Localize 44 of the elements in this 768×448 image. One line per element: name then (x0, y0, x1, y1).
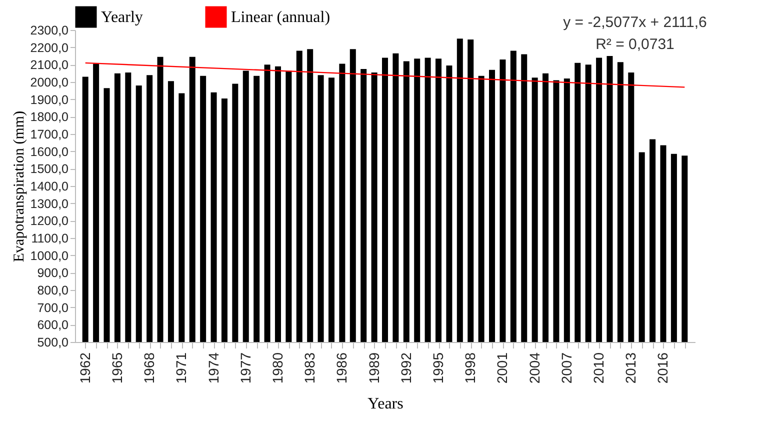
y-axis-title: Evapotranspiration (mm) (11, 110, 28, 262)
y-tick-label: 1800,0 (30, 110, 69, 124)
y-tick-label: 500,0 (37, 336, 69, 350)
annotation: y = -2,5077x + 2111,6 (563, 14, 707, 31)
y-tick-label: 2000,0 (30, 76, 69, 90)
x-tick-label: 2016 (654, 352, 671, 384)
x-tick-label: 2013 (622, 352, 639, 384)
x-tick-label: 1998 (462, 352, 478, 384)
x-tick-label: 1986 (334, 352, 350, 384)
annotation: R² = 0,0731 (596, 36, 674, 53)
y-tick-label: 1100,0 (31, 232, 69, 246)
y-tick-label: 1000,0 (30, 248, 69, 263)
y-tick-label: 1400,0 (30, 180, 69, 194)
y-tick-label: 1600,0 (30, 144, 69, 159)
y-tick-label: 2300,0 (30, 24, 69, 38)
legend-label: Yearly (101, 9, 143, 26)
y-tick-label: 1700,0 (30, 128, 69, 142)
legend-label: Linear (annual) (231, 9, 330, 26)
y-tick-label: 600,0 (37, 318, 69, 332)
y-tick-label: 2100,0 (30, 58, 69, 72)
x-tick-label: 2004 (526, 352, 542, 384)
x-tick-label: 2001 (494, 352, 510, 384)
y-tick-label: 1500,0 (30, 162, 69, 176)
x-tick-label: 1992 (398, 352, 414, 384)
x-tick-label: 2007 (558, 352, 574, 384)
y-tick-label: 700,0 (37, 300, 69, 315)
x-tick-label: 1962 (76, 352, 93, 384)
x-tick-label: 1977 (237, 352, 254, 384)
y-tick-label: 1300,0 (30, 196, 69, 211)
x-axis-title: Years (368, 396, 404, 413)
y-tick-label: 2200,0 (30, 40, 69, 55)
x-tick-label: 1971 (173, 352, 190, 384)
y-tick-label: 800,0 (37, 284, 69, 298)
x-tick-label: 1968 (141, 352, 158, 384)
x-tick-label: 1983 (302, 352, 318, 384)
y-tick-label: 1900,0 (30, 92, 69, 107)
y-tick-label: 900,0 (37, 266, 69, 280)
x-tick-label: 2010 (590, 352, 607, 384)
y-tick-label: 1200,0 (30, 214, 69, 228)
x-tick-label: 1965 (108, 352, 125, 384)
x-tick-label: 1995 (430, 352, 446, 384)
x-tick-label: 1974 (205, 352, 222, 384)
x-tick-label: 1980 (269, 352, 286, 384)
x-tick-label: 1989 (366, 352, 382, 384)
